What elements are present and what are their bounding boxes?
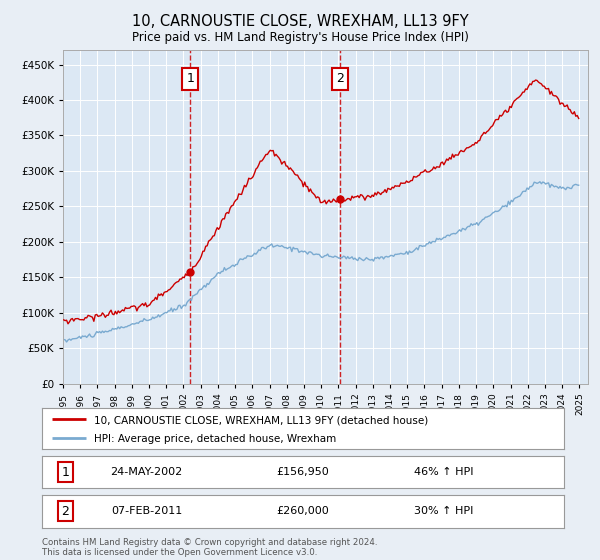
Text: 24-MAY-2002: 24-MAY-2002 <box>110 467 182 477</box>
Text: HPI: Average price, detached house, Wrexham: HPI: Average price, detached house, Wrex… <box>94 435 337 444</box>
Text: 1: 1 <box>62 465 70 479</box>
Text: Price paid vs. HM Land Registry's House Price Index (HPI): Price paid vs. HM Land Registry's House … <box>131 31 469 44</box>
Text: £156,950: £156,950 <box>277 467 329 477</box>
Text: 2: 2 <box>62 505 70 518</box>
Text: Contains HM Land Registry data © Crown copyright and database right 2024.
This d: Contains HM Land Registry data © Crown c… <box>42 538 377 557</box>
Text: 10, CARNOUSTIE CLOSE, WREXHAM, LL13 9FY (detached house): 10, CARNOUSTIE CLOSE, WREXHAM, LL13 9FY … <box>94 416 428 426</box>
Text: 30% ↑ HPI: 30% ↑ HPI <box>414 506 473 516</box>
Text: 07-FEB-2011: 07-FEB-2011 <box>111 506 182 516</box>
Text: 46% ↑ HPI: 46% ↑ HPI <box>414 467 473 477</box>
Text: 10, CARNOUSTIE CLOSE, WREXHAM, LL13 9FY: 10, CARNOUSTIE CLOSE, WREXHAM, LL13 9FY <box>131 14 469 29</box>
Text: 1: 1 <box>186 72 194 85</box>
Text: £260,000: £260,000 <box>277 506 329 516</box>
Text: 2: 2 <box>336 72 344 85</box>
